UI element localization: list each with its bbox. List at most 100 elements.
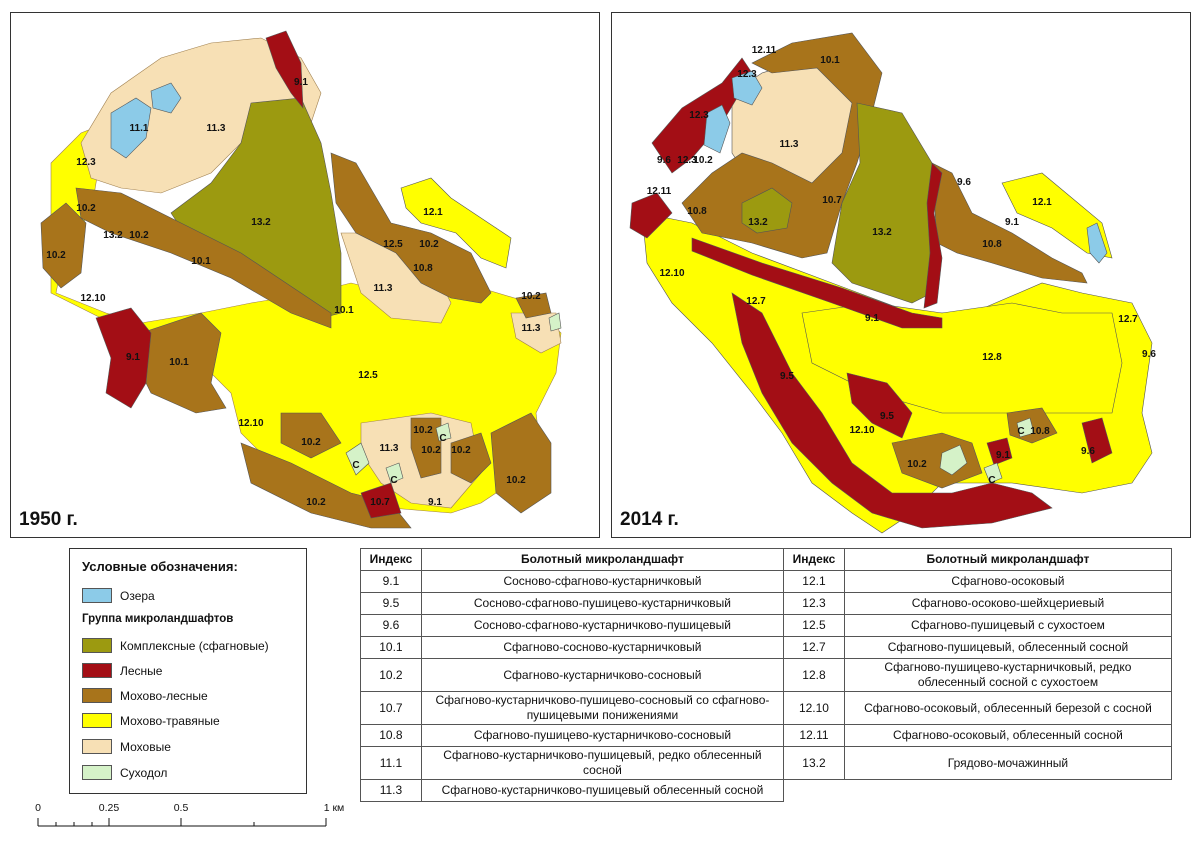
zone-label: 13.2	[872, 227, 892, 238]
zone-label: 12.11	[752, 45, 777, 56]
scale-ruler	[37, 818, 327, 827]
zone-label: 10.2	[46, 250, 66, 261]
legend-swatch	[82, 739, 112, 754]
legend-row-lakes: Озера	[82, 587, 155, 604]
table-cell: Сфагново-сосново-кустарничковый	[420, 636, 785, 659]
zone-label: 10.2	[451, 445, 471, 456]
zone-dry-4	[548, 312, 562, 332]
map-1950-svg: 9.1 11.1 11.3 12.3 13.2 10.2 13.2 10.2 10.1 10.2 1…	[40, 30, 562, 529]
zone-label: 10.2	[76, 203, 96, 214]
legend-row-forest: Лесные	[82, 662, 162, 679]
table-cell: 10.2	[360, 658, 422, 692]
zone-moss-grass-121	[400, 177, 512, 269]
zone-moss-forest-s3	[410, 417, 442, 479]
zone-forest-band	[691, 237, 943, 329]
zone-dry-3	[435, 422, 452, 442]
zone-label: 9.5	[880, 411, 894, 422]
lake-3	[1086, 222, 1108, 264]
table-cell: 11.1	[360, 746, 422, 780]
zone-label: 9.1	[1005, 217, 1019, 228]
legend-title: Условные обозначения:	[82, 559, 238, 574]
zone-label: 10.2	[413, 425, 433, 436]
scale-label: 0.5	[173, 802, 189, 814]
zone-label: 10.8	[982, 239, 1002, 250]
legend-label: Мохово-травяные	[120, 713, 220, 728]
legend-label: Суходол	[120, 765, 168, 780]
lakes-swatch	[82, 588, 112, 603]
zone-label: 12.7	[1118, 314, 1138, 325]
table-cell: Сфагново-пушицево-кустарничково-сосновый	[420, 724, 785, 747]
legend-row-dry: Суходол	[82, 764, 167, 781]
table-cell: Сфагново-кустарничково-пушицевый облесен…	[420, 779, 785, 802]
zone-moss-forest-ne	[330, 152, 492, 304]
zone-moss-forest-e	[515, 292, 552, 319]
map-2014: 12.11 10.1 12.3 12.3 11.3 9.6 12.3 10.2 12.11 10.…	[611, 12, 1191, 538]
zone-forest-west2	[629, 192, 673, 239]
zone-forest-s	[360, 482, 402, 519]
zone-moss-forest-s2	[450, 432, 492, 484]
table-cell: Сфагново-осоковый, облесенный березой с …	[843, 691, 1173, 725]
zone-label: 9.6	[657, 155, 671, 166]
zone-moss-forest-n	[681, 32, 883, 259]
table-cell: 11.3	[360, 779, 422, 802]
table-row: 9.5 Сосново-сфагново-пушицево-кустарничк…	[360, 592, 1173, 615]
zone-dry-2	[385, 462, 404, 484]
scale-label: 0	[35, 802, 41, 814]
legend-label: Моховые	[120, 739, 171, 754]
legend-swatch	[82, 638, 112, 653]
zone-label: 10.2	[306, 497, 326, 508]
lake-north	[110, 97, 152, 159]
zone-label: 12.1	[1032, 197, 1052, 208]
zone-label: 12.8	[982, 352, 1002, 363]
zone-dry-1	[345, 442, 370, 476]
zone-dry-2	[983, 462, 1003, 484]
zone-label: 12.3	[76, 157, 96, 168]
legend-row-moss-forest: Мохово-лесные	[82, 687, 208, 704]
zone-label: 12.5	[383, 239, 403, 250]
zone-label: 12.3	[737, 69, 757, 80]
zone-label: 10.7	[370, 497, 390, 508]
zone-label: C	[1017, 426, 1024, 437]
table-header: Индекс	[360, 548, 422, 571]
lake-north2	[150, 82, 182, 114]
zone-dry-3	[1016, 417, 1035, 438]
lake-1	[731, 70, 763, 106]
zone-label: 10.2	[521, 291, 541, 302]
zone-label: 12.10	[80, 293, 105, 304]
table-cell: 13.2	[783, 746, 845, 780]
zone-label: 12.7	[746, 296, 766, 307]
zone-moss-forest-e	[931, 162, 1088, 284]
zone-label: 11.3	[522, 323, 541, 334]
table-cell: Сфагново-пушицевый, облесенный сосной	[843, 636, 1173, 659]
table-cell: 12.1	[783, 570, 845, 593]
scale-label: 0.25	[98, 802, 120, 814]
zone-label: 10.2	[301, 437, 321, 448]
table-cell	[784, 780, 845, 802]
table-row: 10.1 Сфагново-сосново-кустарничковый 12.…	[360, 636, 1173, 659]
legend-swatch	[82, 713, 112, 728]
table-row: 10.8 Сфагново-пушицево-кустарничково-сос…	[360, 724, 1173, 747]
zone-complex-132	[831, 102, 933, 304]
zone-label: 9.1	[294, 77, 308, 88]
legend-label: Лесные	[120, 663, 163, 678]
zone-label: 11.3	[207, 123, 226, 134]
table-cell: Сфагново-пушицевый с сухостоем	[843, 614, 1173, 637]
zone-label: 12.3	[689, 110, 709, 121]
zone-label: 9.6	[957, 177, 971, 188]
table-row: 11.1 Сфагново-кустарничково-пушицевый, р…	[360, 746, 1173, 780]
zone-label: 12.10	[238, 418, 263, 429]
zone-label: 11.3	[380, 443, 399, 454]
table-cell: Сфагново-осоковый	[843, 570, 1173, 593]
zone-label: 12.1	[423, 207, 443, 218]
legend-box: Условные обозначения: Озера Группа микро…	[69, 548, 307, 794]
zone-label: 9.1	[865, 313, 879, 324]
zone-forest-e	[1081, 417, 1113, 464]
zone-forest-s	[986, 437, 1013, 466]
legend-swatch	[82, 688, 112, 703]
zone-label: 11.3	[780, 139, 799, 150]
legend-swatch	[82, 663, 112, 678]
microlandscape-table: Индекс Болотный микроландшафт Индекс Бол…	[360, 548, 1173, 802]
table-cell: 12.7	[783, 636, 845, 659]
